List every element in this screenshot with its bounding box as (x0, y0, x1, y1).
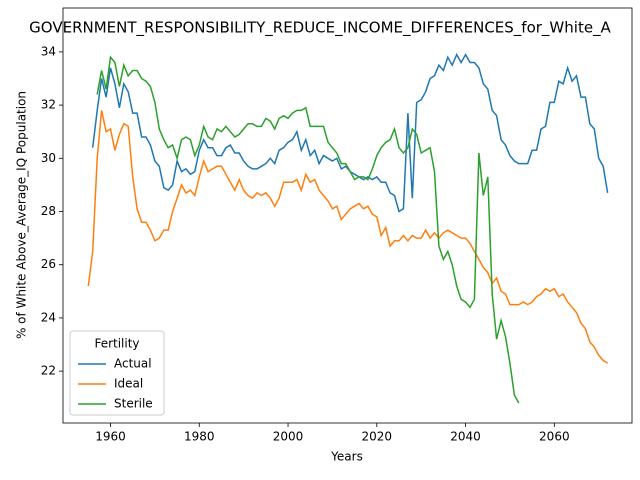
y-tick-label: 30 (41, 151, 56, 165)
x-tick-label: 1980 (184, 430, 215, 444)
series-line (91, 52, 609, 213)
y-tick-label: 22 (41, 364, 56, 378)
series-line (96, 55, 520, 404)
x-tick-label: 2040 (450, 430, 481, 444)
legend-box (69, 330, 165, 416)
x-tick-label: 2000 (273, 430, 304, 444)
y-tick-label: 28 (41, 204, 56, 218)
chart-title: GOVERNMENT_RESPONSIBILITY_REDUCE_INCOME_… (29, 19, 611, 38)
plot-frame (62, 7, 633, 424)
x-tick-label: 1960 (95, 430, 126, 444)
legend-label: Sterile (114, 397, 153, 411)
legend-title: Fertility (94, 337, 139, 351)
y-tick-label: 32 (41, 98, 56, 112)
y-tick-label: 26 (41, 257, 56, 271)
legend-label: Actual (114, 357, 152, 371)
x-tick-label: 2060 (539, 430, 570, 444)
y-axis-label: % of White Above_Average_IQ Population (15, 91, 29, 339)
x-tick-label: 2020 (362, 430, 393, 444)
y-tick-label: 34 (41, 44, 56, 58)
x-axis-label: Years (330, 450, 363, 464)
series-line (87, 110, 608, 364)
legend-label: Ideal (114, 377, 143, 391)
y-tick-label: 24 (41, 310, 56, 324)
